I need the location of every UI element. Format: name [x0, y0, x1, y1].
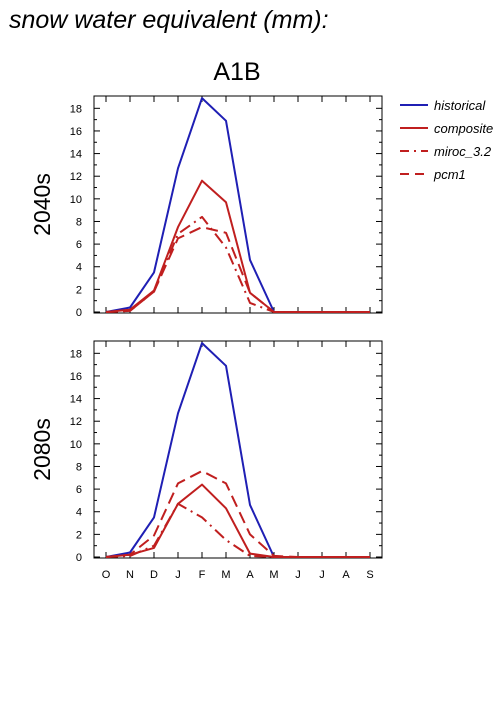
panel-2080s: 0 2 4 6 8 10 12 14 16 18 O N D J F M A M J J A S 2080s [29, 340, 383, 581]
series-line-composite [105, 179, 370, 313]
y-tick-label: 18 [70, 348, 82, 360]
plot-frame [93, 95, 383, 314]
y-tick-label: 16 [70, 371, 82, 383]
y-tick-label: 14 [70, 394, 82, 406]
legend-label: composite [434, 121, 493, 136]
panel-2040s: 0 2 4 6 8 10 12 14 16 18 2040s [29, 95, 383, 319]
x-tick-label: J [295, 569, 301, 581]
x-tick-label: O [102, 569, 111, 581]
x-tick-label: J [175, 569, 181, 581]
x-tick-label: A [342, 569, 350, 581]
plot-frame [93, 340, 383, 559]
y-tick-label: 18 [70, 103, 82, 115]
y-tick-label: 10 [70, 439, 82, 451]
y-tick-label: 14 [70, 149, 82, 161]
y-tick-label: 16 [70, 126, 82, 138]
series-line-composite [105, 483, 370, 558]
x-tick-label: M [221, 569, 230, 581]
legend: historical composite miroc_3.2 pcm1 [400, 98, 493, 182]
y-tick-label: 0 [76, 307, 82, 319]
y-tick-label: 4 [76, 507, 82, 519]
x-tick-label: F [199, 569, 206, 581]
y-tick-label: 6 [76, 484, 82, 496]
legend-label: miroc_3.2 [434, 144, 492, 159]
y-tick-label: 4 [76, 262, 82, 274]
y-tick-label: 0 [76, 552, 82, 564]
period-label: 2080s [29, 418, 55, 481]
period-label: 2040s [29, 173, 55, 236]
x-tick-label: A [246, 569, 254, 581]
scenario-title: A1B [213, 58, 260, 86]
panels-group: 0 2 4 6 8 10 12 14 16 18 2040s 0 2 4 6 8 10 12 14 16 18 O N D J F… [29, 95, 383, 581]
x-tick-label: N [126, 569, 134, 581]
y-tick-label: 12 [70, 416, 82, 428]
y-tick-label: 10 [70, 194, 82, 206]
legend-label: historical [434, 98, 486, 113]
series-line-pcm1 [105, 470, 370, 558]
y-tick-label: 2 [76, 284, 82, 296]
series-line-miroc-3-2 [105, 502, 370, 558]
chart-main-title: snow water equivalent (mm): [9, 6, 329, 34]
series-line-historical [105, 342, 370, 558]
legend-label: pcm1 [433, 167, 466, 182]
x-tick-label: J [319, 569, 325, 581]
x-tick-label: M [269, 569, 278, 581]
y-tick-label: 8 [76, 461, 82, 473]
y-tick-label: 6 [76, 239, 82, 251]
series-line-historical [105, 97, 370, 313]
x-tick-label: S [366, 569, 373, 581]
x-tick-label: D [150, 569, 158, 581]
y-tick-label: 12 [70, 171, 82, 183]
y-tick-label: 8 [76, 216, 82, 228]
y-tick-label: 2 [76, 529, 82, 541]
series-line-pcm1 [105, 226, 370, 313]
